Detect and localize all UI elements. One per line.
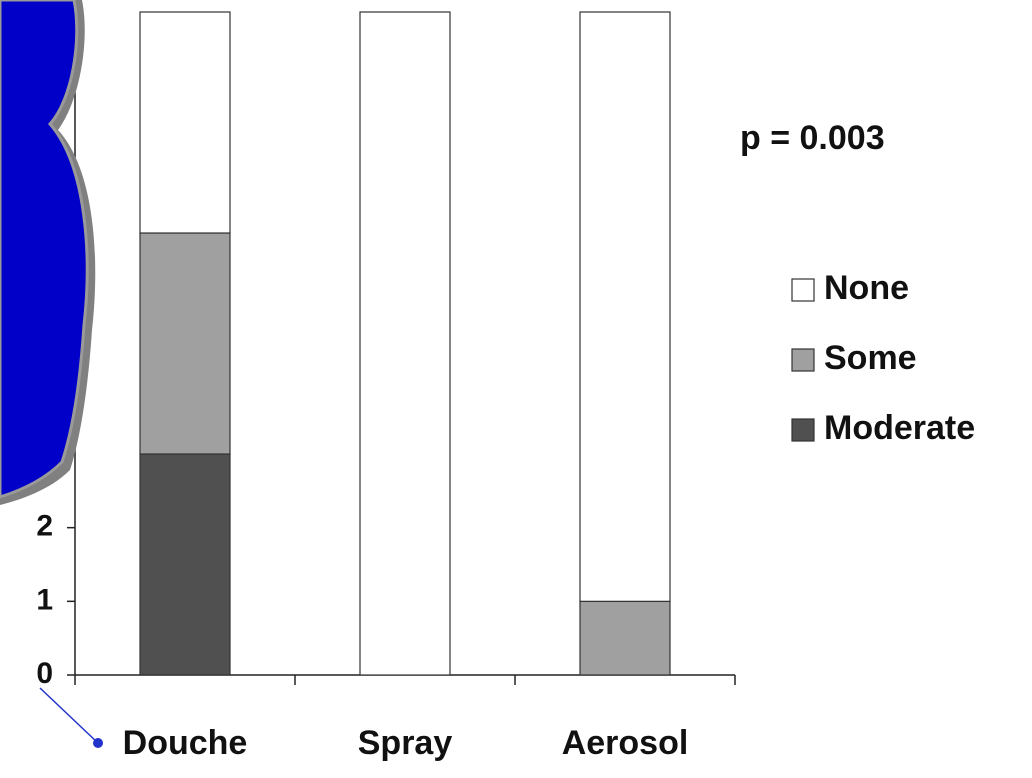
y-tick-label: 1 <box>36 583 53 616</box>
callout-pointer <box>39 687 99 744</box>
y-tick-label: 2 <box>36 510 53 543</box>
bar-segment <box>139 453 231 676</box>
legend-label: Some <box>824 339 917 377</box>
bar-segment <box>579 11 671 602</box>
callout <box>0 0 103 748</box>
x-tick-label: Douche <box>123 724 248 762</box>
x-tick-label: Spray <box>358 724 453 762</box>
bar-segment <box>139 11 231 234</box>
y-tick-label: 0 <box>36 657 53 690</box>
legend-swatch <box>791 348 815 372</box>
legend-swatch <box>791 418 815 442</box>
bar-segment <box>359 11 451 676</box>
bar-segment <box>139 232 231 455</box>
legend-swatch <box>791 278 815 302</box>
callout-shape <box>0 0 89 499</box>
p-value-annotation: p = 0.003 <box>740 119 885 157</box>
legend-label: None <box>824 269 909 307</box>
callout-dot <box>93 738 103 748</box>
legend-label: Moderate <box>824 409 975 447</box>
plot-area: 0123456789DoucheSprayAerosol <box>36 0 736 762</box>
x-tick-label: Aerosol <box>562 724 689 762</box>
legend: None Some Moderate <box>791 269 975 447</box>
bar-segment <box>579 600 671 676</box>
